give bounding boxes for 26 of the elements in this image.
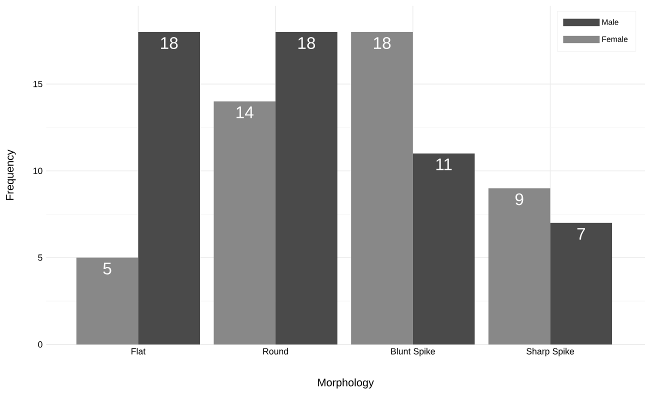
y-tick-label: 15 bbox=[34, 81, 42, 88]
data-label: 14 bbox=[236, 106, 254, 118]
data-label: 5 bbox=[103, 262, 112, 275]
bar bbox=[214, 101, 276, 345]
x-axis-title: Morphology bbox=[318, 378, 374, 389]
x-tick-label: Sharp Spike bbox=[526, 348, 574, 356]
x-tick-label: Round bbox=[263, 348, 288, 355]
bar bbox=[276, 32, 338, 345]
data-label: 7 bbox=[577, 228, 585, 240]
bar bbox=[76, 258, 138, 345]
x-tick-label: Flat bbox=[132, 348, 146, 355]
bar bbox=[138, 32, 200, 345]
x-tick-label: Blunt Spike bbox=[391, 348, 435, 356]
y-tick-label: 0 bbox=[38, 341, 42, 348]
y-tick-label: 5 bbox=[38, 254, 42, 261]
data-label: 18 bbox=[298, 37, 316, 50]
data-label: 18 bbox=[161, 37, 178, 50]
data-label: 9 bbox=[515, 193, 524, 206]
bar bbox=[550, 222, 612, 345]
bar bbox=[488, 188, 550, 345]
y-tick-label: 10 bbox=[34, 168, 42, 174]
bar bbox=[412, 154, 475, 345]
bar bbox=[351, 32, 413, 345]
data-label: 11 bbox=[436, 158, 452, 170]
data-label: 18 bbox=[374, 37, 391, 50]
y-axis-title: Frequency bbox=[6, 150, 16, 200]
